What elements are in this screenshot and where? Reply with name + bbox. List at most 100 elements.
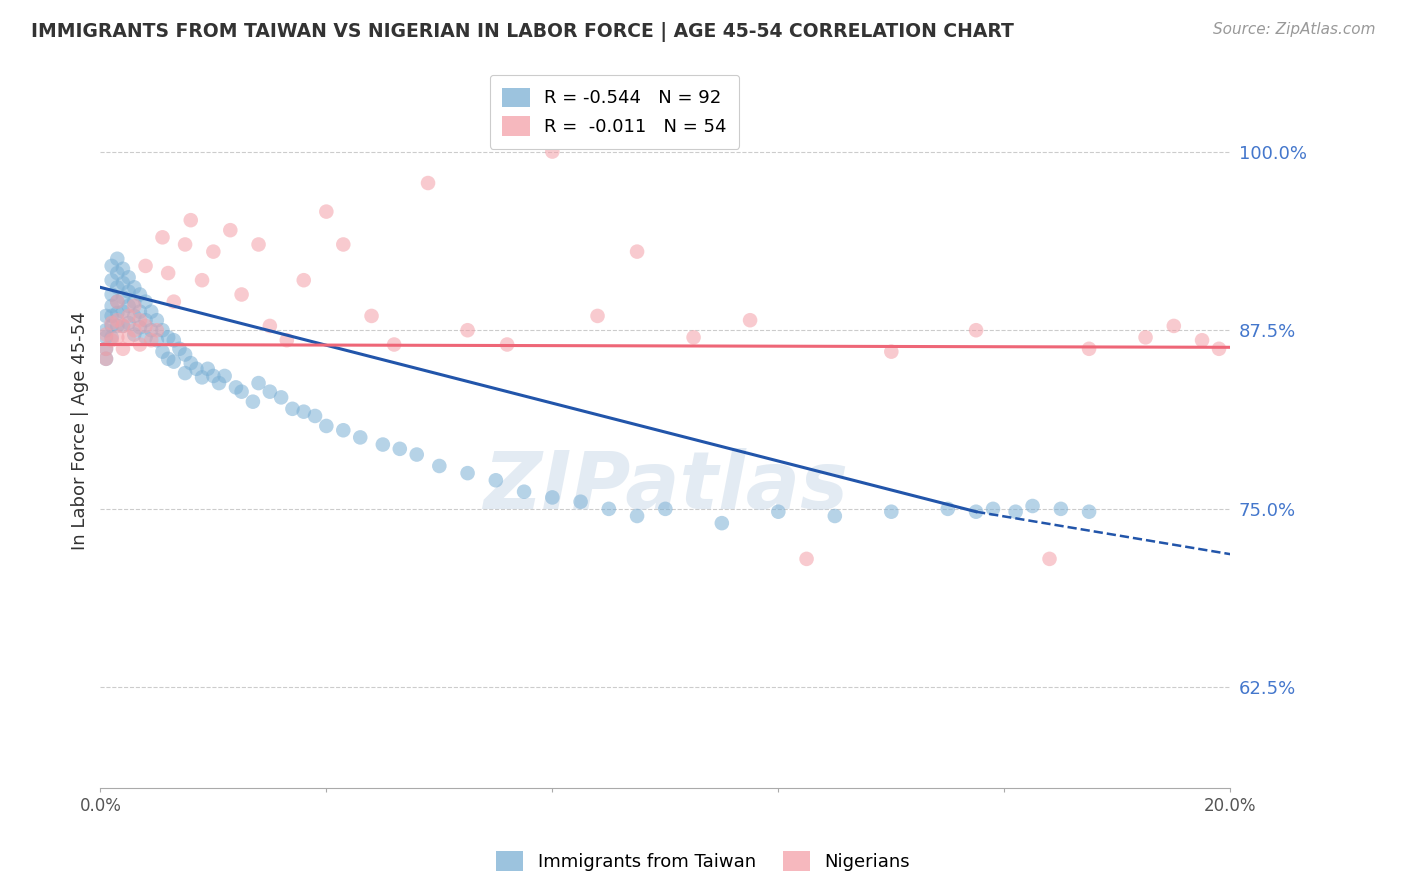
- Point: [174, 347, 197, 361]
- Point: [231, 384, 253, 399]
- Point: [111, 290, 134, 304]
- Point: [141, 323, 163, 337]
- Point: [292, 273, 315, 287]
- Point: [100, 318, 122, 333]
- Point: [191, 370, 214, 384]
- Point: [965, 323, 987, 337]
- Point: [122, 280, 145, 294]
- Point: [1038, 552, 1060, 566]
- Point: [100, 273, 122, 287]
- Point: [180, 356, 202, 370]
- Point: [141, 304, 163, 318]
- Text: IMMIGRANTS FROM TAIWAN VS NIGERIAN IN LABOR FORCE | AGE 45-54 CORRELATION CHART: IMMIGRANTS FROM TAIWAN VS NIGERIAN IN LA…: [31, 22, 1014, 42]
- Point: [371, 437, 394, 451]
- Point: [738, 313, 761, 327]
- Point: [936, 501, 959, 516]
- Point: [129, 320, 152, 334]
- Point: [219, 223, 242, 237]
- Point: [586, 309, 609, 323]
- Point: [122, 299, 145, 313]
- Point: [315, 419, 337, 434]
- Point: [796, 552, 818, 566]
- Point: [111, 318, 134, 333]
- Point: [1163, 318, 1185, 333]
- Point: [169, 342, 191, 356]
- Point: [1078, 342, 1101, 356]
- Point: [180, 213, 202, 227]
- Point: [94, 342, 117, 356]
- Point: [292, 405, 315, 419]
- Point: [880, 344, 903, 359]
- Point: [105, 280, 128, 294]
- Point: [1078, 505, 1101, 519]
- Point: [191, 273, 214, 287]
- Point: [117, 309, 139, 323]
- Point: [122, 327, 145, 342]
- Point: [105, 330, 128, 344]
- Point: [186, 361, 208, 376]
- Point: [231, 287, 253, 301]
- Point: [626, 508, 648, 523]
- Point: [129, 313, 152, 327]
- Point: [146, 333, 169, 347]
- Point: [100, 330, 122, 344]
- Point: [111, 304, 134, 318]
- Point: [541, 145, 564, 159]
- Point: [965, 505, 987, 519]
- Point: [427, 458, 450, 473]
- Point: [94, 351, 117, 366]
- Text: Source: ZipAtlas.com: Source: ZipAtlas.com: [1212, 22, 1375, 37]
- Point: [105, 313, 128, 327]
- Point: [135, 313, 157, 327]
- Point: [117, 330, 139, 344]
- Point: [225, 380, 247, 394]
- Point: [122, 309, 145, 323]
- Point: [100, 287, 122, 301]
- Point: [382, 337, 405, 351]
- Point: [111, 318, 134, 333]
- Point: [202, 368, 225, 383]
- Point: [349, 430, 371, 444]
- Point: [214, 368, 236, 383]
- Point: [152, 323, 174, 337]
- Point: [569, 494, 592, 508]
- Point: [157, 330, 180, 344]
- Point: [105, 266, 128, 280]
- Point: [105, 318, 128, 333]
- Point: [682, 330, 704, 344]
- Point: [1191, 333, 1213, 347]
- Point: [281, 401, 304, 416]
- Point: [202, 244, 225, 259]
- Point: [163, 294, 186, 309]
- Point: [332, 423, 354, 437]
- Point: [135, 259, 157, 273]
- Point: [117, 299, 139, 313]
- Point: [541, 491, 564, 505]
- Point: [94, 342, 117, 356]
- Point: [981, 501, 1004, 516]
- Point: [332, 237, 354, 252]
- Point: [105, 306, 128, 320]
- Point: [129, 337, 152, 351]
- Point: [1004, 505, 1026, 519]
- Point: [654, 501, 676, 516]
- Text: ZIPatlas: ZIPatlas: [482, 449, 848, 526]
- Point: [496, 337, 519, 351]
- Point: [457, 323, 479, 337]
- Point: [208, 376, 231, 390]
- Point: [117, 316, 139, 330]
- Point: [105, 294, 128, 309]
- Point: [146, 323, 169, 337]
- Point: [710, 516, 733, 530]
- Point: [135, 294, 157, 309]
- Point: [259, 384, 281, 399]
- Legend: R = -0.544   N = 92, R =  -0.011   N = 54: R = -0.544 N = 92, R = -0.011 N = 54: [489, 75, 740, 149]
- Point: [135, 330, 157, 344]
- Point: [824, 508, 846, 523]
- Point: [129, 304, 152, 318]
- Point: [242, 394, 264, 409]
- Point: [360, 309, 382, 323]
- Point: [388, 442, 411, 456]
- Point: [105, 294, 128, 309]
- Point: [598, 501, 620, 516]
